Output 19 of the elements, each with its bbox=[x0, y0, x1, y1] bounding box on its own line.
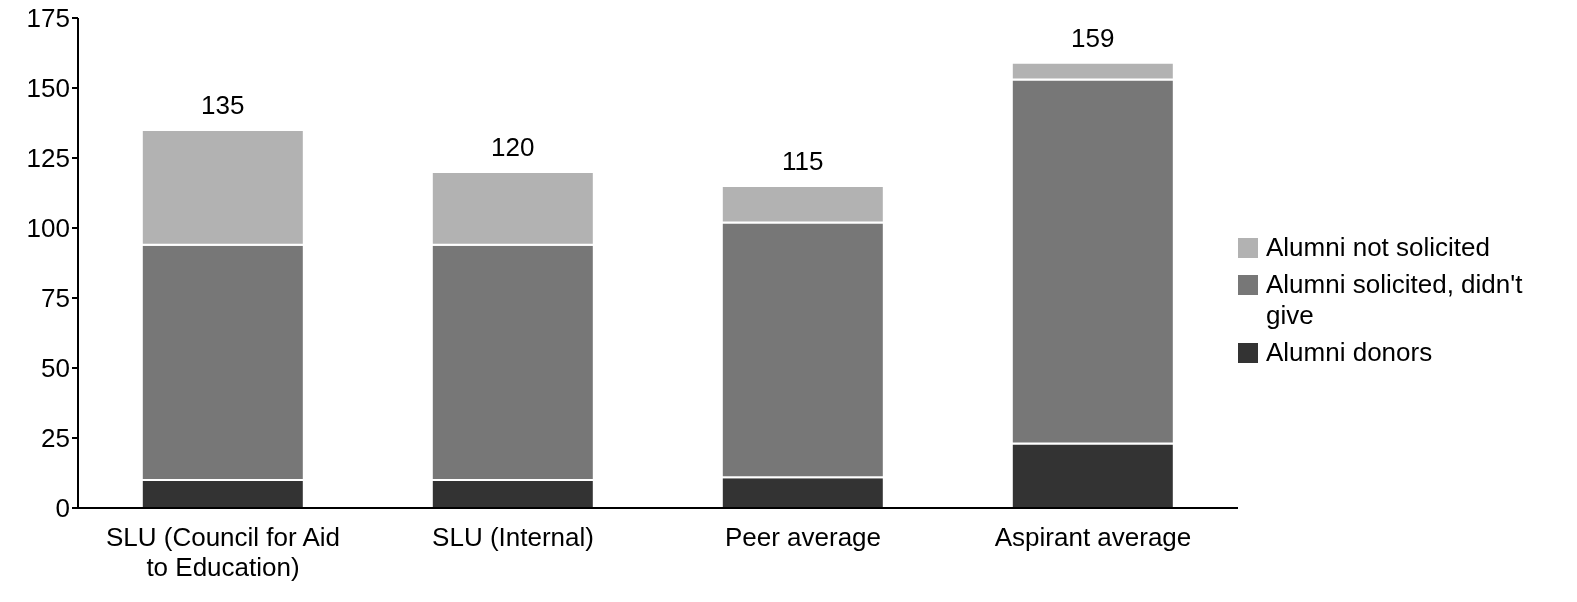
y-tick-label: 100 bbox=[26, 213, 70, 244]
y-tick-label: 175 bbox=[26, 3, 70, 34]
y-tick-label: 75 bbox=[41, 283, 70, 314]
total-label: 115 bbox=[782, 146, 824, 176]
y-tick-label: 150 bbox=[26, 73, 70, 104]
y-tick-label: 50 bbox=[41, 353, 70, 384]
total-label: 120 bbox=[491, 132, 535, 162]
total-label: 159 bbox=[1071, 22, 1115, 53]
x-tick-label: Aspirant average bbox=[994, 522, 1192, 552]
legend-label: Alumni not solicited bbox=[1266, 232, 1490, 263]
total-label: 135 bbox=[201, 90, 245, 120]
x-tick-label: SLU (Internal) bbox=[432, 522, 594, 552]
legend-label: Alumni donors bbox=[1266, 337, 1433, 368]
x-tick-label: Peer average bbox=[724, 522, 882, 552]
legend-label: Alumni solicited, didn't give bbox=[1266, 269, 1524, 331]
y-tick-label: 25 bbox=[41, 423, 70, 454]
x-tick-label: SLU (Council for Aid to Education) bbox=[105, 522, 341, 582]
y-tick-label: 0 bbox=[55, 493, 70, 524]
y-tick-label: 125 bbox=[26, 143, 70, 174]
